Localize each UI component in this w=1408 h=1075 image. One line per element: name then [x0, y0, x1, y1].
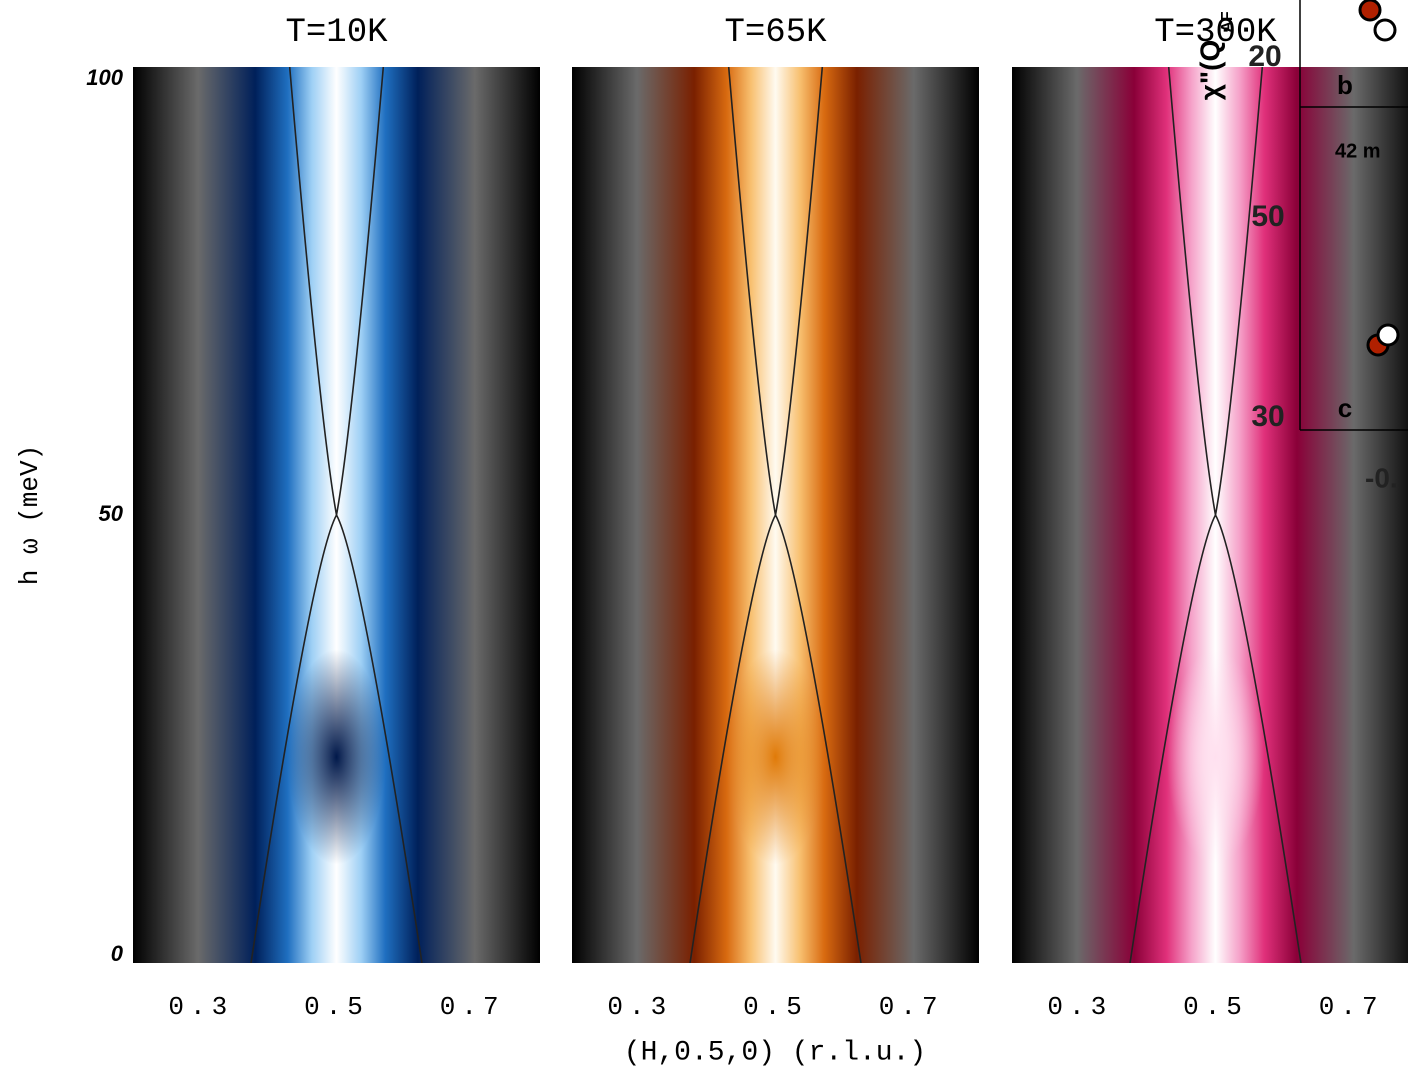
x-tick-label: 0.7 — [1319, 992, 1384, 1022]
x-tick-label: 0.5 — [1183, 992, 1248, 1022]
intensity-feature — [726, 649, 825, 865]
inset-marker — [1358, 0, 1382, 22]
x-tick-label: 0.5 — [743, 992, 808, 1022]
y-axis-label: h ω (meV) — [15, 445, 45, 585]
panel — [1012, 67, 1408, 963]
dispersion-curve — [250, 513, 423, 963]
inset-tick-label: 30 — [1251, 400, 1284, 433]
panel — [572, 67, 979, 963]
inset-annotation: 42 m — [1335, 140, 1381, 162]
inset-marker — [1373, 18, 1397, 42]
intensity-feature — [1166, 649, 1265, 865]
inset-panel-label: b — [1337, 70, 1353, 100]
y-tick-label: 0 — [111, 941, 124, 966]
intensity-feature — [287, 649, 386, 865]
panel-title: T=10K — [285, 14, 388, 52]
x-tick-label: 0.3 — [168, 992, 233, 1022]
inset-tick-label: 20 — [1248, 40, 1281, 73]
inset-x-fragment: -0. — [1365, 462, 1398, 493]
y-tick-label: 50 — [99, 501, 124, 526]
dispersion-curve — [689, 513, 862, 963]
panel-title: T=300K — [1154, 14, 1277, 52]
inset-y-label: χ"(Q — [1194, 40, 1225, 101]
panel-title: T=65K — [724, 14, 827, 52]
x-tick-label: 0.3 — [1047, 992, 1112, 1022]
inset-panel-label: c — [1338, 393, 1352, 423]
y-tick-label: 100 — [86, 65, 123, 90]
x-axis-label: (H,0.5,0) (r.l.u.) — [624, 1037, 926, 1068]
inset-tick-label: 50 — [1251, 200, 1284, 233]
x-tick-label: 0.7 — [440, 992, 505, 1022]
x-tick-label: 0.7 — [879, 992, 944, 1022]
x-tick-label: 0.5 — [304, 992, 369, 1022]
inset-marker — [1376, 323, 1400, 347]
panel — [133, 67, 540, 963]
inset-y-label-sub: AF — [1219, 11, 1236, 33]
x-tick-label: 0.3 — [607, 992, 672, 1022]
dispersion-curve — [1129, 513, 1302, 963]
